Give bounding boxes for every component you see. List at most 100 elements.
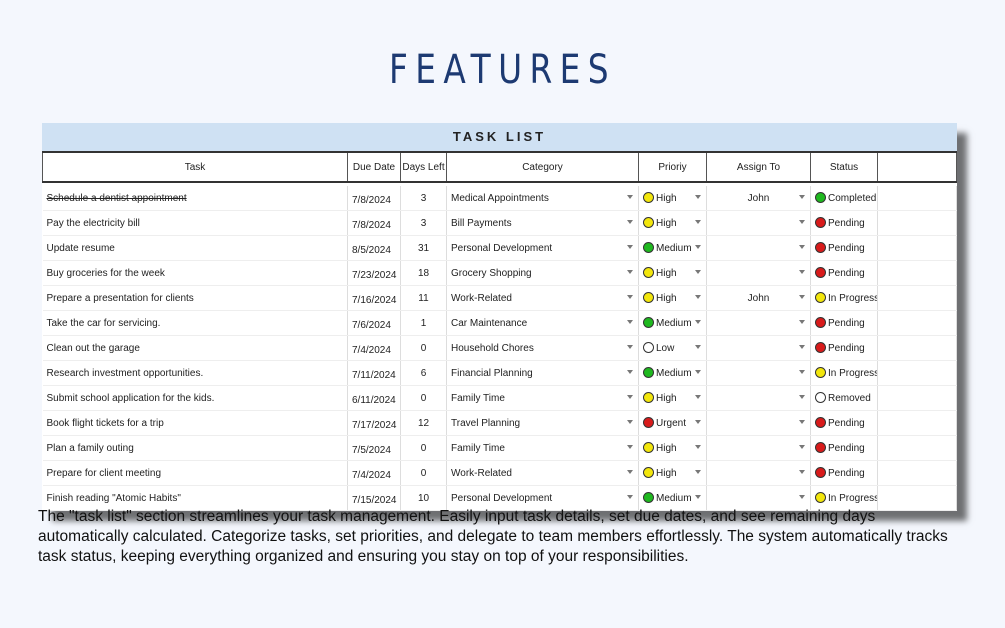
page-title: FEATURES bbox=[389, 46, 616, 93]
cell: 1 bbox=[400, 310, 447, 336]
empty-cell bbox=[877, 186, 957, 211]
category: Family Time bbox=[451, 392, 505, 404]
category: Travel Planning bbox=[451, 417, 521, 429]
category: Grocery Shopping bbox=[451, 267, 532, 279]
cell: Low bbox=[638, 335, 707, 361]
task: Plan a family outing bbox=[46, 442, 134, 454]
days-left: 0 bbox=[420, 392, 427, 404]
empty-cell bbox=[877, 310, 957, 336]
cell: Plan a family outing bbox=[42, 435, 348, 461]
cell: Pending bbox=[810, 260, 878, 286]
cell bbox=[706, 310, 811, 336]
cell: Schedule a dentist appointment bbox=[42, 186, 348, 211]
cell: 18 bbox=[400, 260, 447, 286]
cell: Removed bbox=[810, 385, 878, 411]
cell: Medium bbox=[638, 485, 707, 511]
status-dot bbox=[815, 392, 826, 403]
category: Household Chores bbox=[451, 342, 534, 354]
table-body: Schedule a dentist appointment 7/8/2024 3 M… bbox=[42, 182, 957, 511]
cell: Family Time bbox=[446, 435, 639, 461]
cell: Pending bbox=[810, 210, 878, 236]
task-row: Pay the electricity bill 7/8/2024 3 Bill Pa… bbox=[42, 210, 957, 236]
cell: 3 bbox=[400, 186, 447, 211]
status-dot bbox=[815, 292, 826, 303]
empty-cell bbox=[877, 460, 957, 486]
cell: 7/11/2024 bbox=[347, 360, 401, 386]
task-row: Plan a family outing 7/5/2024 0 Family Time… bbox=[42, 435, 957, 461]
status-dot bbox=[643, 267, 654, 278]
category: Work-Related bbox=[451, 467, 512, 479]
status-dot bbox=[643, 342, 654, 353]
due-date: 7/5/2024 bbox=[352, 444, 391, 456]
days-left: 11 bbox=[418, 292, 429, 304]
cell: 10 bbox=[400, 485, 447, 511]
assignee: John bbox=[747, 192, 770, 204]
days-left: 31 bbox=[417, 242, 430, 254]
priority: Urgent bbox=[656, 418, 687, 429]
cell: Pending bbox=[810, 335, 878, 361]
due-date: 7/16/2024 bbox=[352, 294, 397, 306]
cell: 12 bbox=[400, 410, 447, 436]
cell bbox=[706, 460, 811, 486]
task: Pay the electricity bill bbox=[46, 217, 140, 229]
days-left: 0 bbox=[420, 442, 427, 454]
cell: High bbox=[638, 186, 707, 211]
cell: Travel Planning bbox=[446, 410, 639, 436]
due-date: 7/11/2024 bbox=[352, 369, 396, 381]
due-date: 7/8/2024 bbox=[352, 194, 391, 206]
cell: 0 bbox=[400, 435, 447, 461]
status: In Progress bbox=[828, 368, 878, 379]
category: Personal Development bbox=[451, 492, 553, 504]
empty-cell bbox=[877, 435, 957, 461]
task: Take the car for servicing. bbox=[46, 317, 161, 329]
cell: High bbox=[638, 435, 707, 461]
cell: 7/4/2024 bbox=[347, 335, 401, 361]
task: Finish reading "Atomic Habits" bbox=[46, 492, 181, 504]
priority: High bbox=[656, 193, 677, 204]
column-header-empty bbox=[877, 151, 957, 183]
cell: John bbox=[706, 285, 811, 311]
category: Personal Development bbox=[451, 242, 553, 254]
task-row: Submit school application for the kids. 6… bbox=[42, 385, 957, 411]
days-left: 10 bbox=[417, 492, 430, 504]
cell: 7/23/2024 bbox=[347, 260, 401, 286]
cell: Pay the electricity bill bbox=[42, 210, 348, 236]
cell: 3 bbox=[400, 210, 447, 236]
task-row: Book flight tickets for a trip 7/17/2024 1… bbox=[42, 410, 957, 436]
cell: Take the car for servicing. bbox=[42, 310, 348, 336]
spreadsheet: TASK LIST Task Due Date Days Left Category P… bbox=[42, 123, 957, 511]
status-dot bbox=[815, 442, 826, 453]
status-dot bbox=[815, 267, 826, 278]
cell: 7/6/2024 bbox=[347, 310, 401, 336]
cell: 7/16/2024 bbox=[347, 285, 401, 311]
table-title: TASK LIST bbox=[42, 123, 957, 151]
cell: Prepare a presentation for clients bbox=[42, 285, 348, 311]
priority: High bbox=[656, 268, 677, 279]
due-date: 7/4/2024 bbox=[352, 344, 391, 356]
status-dot bbox=[643, 492, 654, 503]
cell: High bbox=[638, 460, 707, 486]
cell: 31 bbox=[400, 235, 447, 261]
cell: 7/8/2024 bbox=[347, 186, 401, 211]
days-left: 3 bbox=[420, 217, 427, 229]
cell: Personal Development bbox=[446, 485, 639, 511]
cell: Pending bbox=[810, 310, 878, 336]
cell bbox=[706, 410, 811, 436]
cell: Household Chores bbox=[446, 335, 639, 361]
status-dot bbox=[815, 367, 826, 378]
column-header: Assign To bbox=[706, 151, 811, 183]
status-dot bbox=[643, 367, 654, 378]
days-left: 0 bbox=[420, 342, 427, 354]
category: Medical Appointments bbox=[451, 192, 549, 204]
status-dot bbox=[815, 492, 826, 503]
status-dot bbox=[643, 442, 654, 453]
days-left: 6 bbox=[420, 367, 427, 379]
cell: In Progress bbox=[810, 485, 878, 511]
status: Pending bbox=[828, 443, 865, 454]
category: Family Time bbox=[451, 442, 505, 454]
status: Pending bbox=[828, 218, 865, 229]
task: Prepare a presentation for clients bbox=[46, 292, 194, 304]
column-header: Status bbox=[810, 151, 878, 183]
priority: High bbox=[656, 293, 677, 304]
days-left: 18 bbox=[417, 267, 430, 279]
